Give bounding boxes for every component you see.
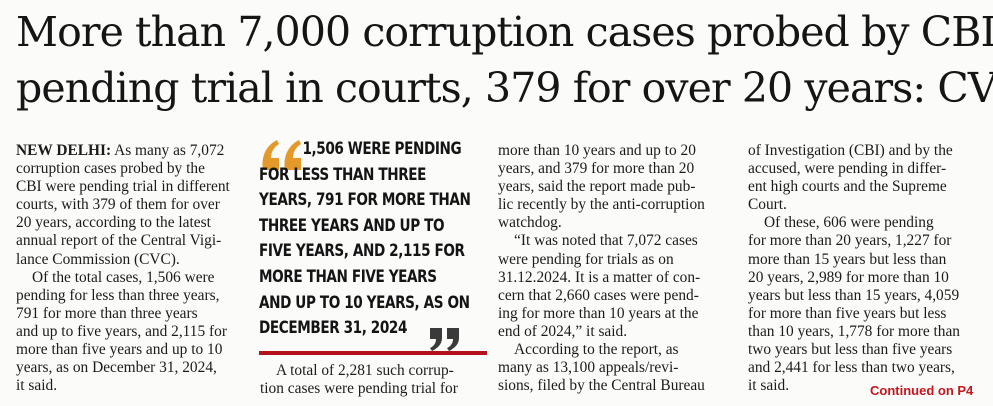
pull-quote-line: FIVE YEARS, AND 2,115 FOR (259, 241, 465, 261)
article-column-2: A total of 2,281 such corrup- tion cases… (260, 362, 488, 398)
text-line: Of the total cases, 1,506 were (32, 268, 215, 286)
text-line: accused, were pending in differ- (748, 160, 947, 178)
pull-quote-text: 1,506 WERE PENDING FOR LESS THAN THREE Y… (259, 136, 471, 341)
text-line: many as 13,100 appeals/revi- (498, 359, 679, 377)
text-line: courts, with 379 of them for over (16, 196, 220, 214)
text-line: ent high courts and the Supreme (748, 178, 947, 196)
headline-line-1: More than 7,000 corruption cases probed … (16, 8, 993, 56)
text-line: 791 for more than three years (16, 304, 198, 322)
text-line: Court. (748, 196, 787, 214)
text-line: were pending for trials as on (498, 250, 674, 268)
text-line: 20 years, according to the latest (16, 214, 211, 232)
text-line: end of 2024,” it said. (498, 322, 628, 340)
text-line: 31.12.2024. It is a matter of con- (498, 268, 701, 286)
text-line: and up to five years, and 2,115 for (16, 322, 227, 340)
text-line: more than 15 years but less than (748, 250, 947, 268)
text-line: “It was noted that 7,072 cases (514, 232, 698, 250)
headline-line-2: pending trial in courts, 379 for over 20… (16, 64, 993, 112)
headline: More than 7,000 corruption cases probed … (16, 4, 993, 116)
text-line: years, and 379 for more than 20 (498, 160, 695, 178)
pull-quote-line: DECEMBER 31, 2024 (259, 318, 408, 338)
text-line: more than 10 years and up to 20 (498, 142, 696, 159)
text-line: tion cases were pending trial for (260, 380, 458, 398)
text-line: A total of 2,281 such corrup- (276, 362, 454, 379)
text-line: two years but less than five years (748, 341, 953, 359)
article-column-1: NEW DELHI: As many as 7,072 corruption c… (16, 142, 248, 395)
text-line: it said. (16, 377, 58, 395)
article-column-3: more than 10 years and up to 20 years, a… (498, 142, 730, 395)
pull-quote-line: MORE THAN FIVE YEARS (259, 266, 437, 286)
text-line: NEW DELHI: As many as 7,072 (16, 142, 225, 159)
pull-quote-line: YEARS, 791 FOR MORE THAN (259, 190, 471, 210)
pull-quote-rule (259, 351, 487, 355)
pull-quote-line: THREE YEARS AND UP TO (259, 215, 445, 235)
text-line: and 2,441 for less than two years, (748, 359, 955, 377)
text-line: corruption cases probed by the (16, 160, 205, 178)
text-line: lic recently by the anti-corruption (498, 196, 705, 214)
text-line: years, as on December 31, 2024, (16, 359, 217, 377)
text-line: pending for less than three years, (16, 286, 220, 304)
text-line: 20 years, 2,989 for more than 10 (748, 268, 949, 286)
pull-quote: 1,506 WERE PENDING FOR LESS THAN THREE Y… (259, 136, 491, 351)
text-line: sions, filed by the Central Bureau (498, 377, 705, 395)
open-quote-icon (262, 140, 301, 170)
text-line: more than five years and up to 10 (16, 341, 223, 359)
pull-quote-line: FOR LESS THAN THREE (259, 164, 427, 184)
text-line: watchdog. (498, 214, 562, 232)
text-line: than 10 years, 1,778 for more than (748, 322, 960, 340)
pull-quote-line: AND UP TO 10 YEARS, AS ON (259, 292, 470, 312)
text-line: ing for more than 10 years at the (498, 304, 699, 322)
pull-quote-line: 1,506 WERE PENDING (302, 139, 462, 158)
text-line: for more than 20 years, 1,227 for (748, 232, 952, 250)
text-line: lance Commission (CVC). (16, 250, 180, 268)
text-line: Of these, 606 were pending (764, 214, 934, 232)
text-line: CBI were pending trial in different (16, 178, 230, 196)
dateline: NEW DELHI: (16, 142, 112, 159)
text-line: According to the report, as (514, 341, 679, 359)
close-quote-icon (430, 328, 459, 351)
text-line: cern that 2,660 cases were pend- (498, 286, 699, 304)
continued-link[interactable]: Continued on P4 (870, 383, 974, 398)
text-line: of Investigation (CBI) and by the (748, 142, 953, 159)
text-line: for more than five years but less (748, 304, 947, 322)
text-line: annual report of the Central Vigi- (16, 232, 222, 250)
text-line: years, said the report made pub- (498, 178, 696, 196)
text-line: it said. (748, 377, 790, 395)
text-line: years but less than 15 years, 4,059 (748, 286, 960, 304)
article-column-4: of Investigation (CBI) and by the accuse… (748, 142, 980, 395)
